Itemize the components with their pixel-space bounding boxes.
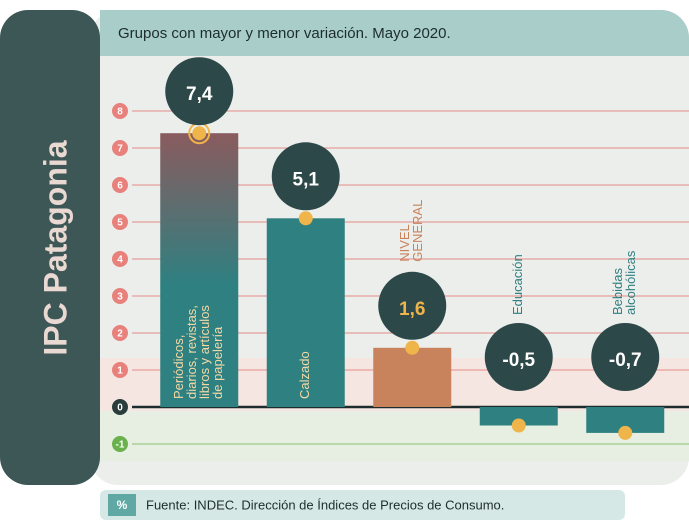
- y-tick-label: 7: [117, 144, 123, 155]
- y-tick-label: 2: [117, 329, 123, 340]
- y-tick-label: 5: [117, 218, 123, 229]
- value-badge: [165, 57, 234, 126]
- y-tick-label: 0: [117, 403, 123, 414]
- plot: -1 0 1 2 3 4 5 6 7 8 7,4 Periódicos,diarios, revist…: [112, 57, 689, 452]
- category-line: GENERAL: [410, 200, 425, 262]
- y-tick-dot: [112, 436, 128, 452]
- value-dot: [618, 425, 633, 440]
- value-dot: [405, 340, 420, 355]
- y-tick-dot: [112, 399, 128, 415]
- value-badge: [271, 142, 340, 211]
- y-tick-dot: [112, 214, 128, 230]
- category-line: Bebidas: [610, 268, 625, 315]
- value-label: -0,5: [502, 350, 535, 371]
- category-line: de papelería: [210, 326, 225, 399]
- category-line: NIVEL: [397, 224, 412, 262]
- y-tick-dot: [112, 140, 128, 156]
- header-band: [100, 9, 689, 56]
- bar: [373, 347, 452, 407]
- category-label: Periódicos,diarios, revistas,libros y ar…: [171, 305, 225, 399]
- value-dot: [511, 418, 526, 433]
- y-tick-dot: [112, 325, 128, 341]
- value-badge: [484, 323, 553, 391]
- bar: [266, 218, 345, 407]
- category-line: Educación: [510, 254, 525, 315]
- category-label: Bebidasalcohólicas: [610, 250, 638, 315]
- category-label: NIVELGENERAL: [397, 200, 425, 262]
- y-tick-label: 1: [117, 366, 123, 377]
- value-label: -0,7: [609, 350, 642, 371]
- value-badge: [378, 271, 447, 340]
- value-badge: [591, 323, 660, 391]
- category-label: Calzado: [297, 351, 312, 399]
- side-title: IPC Patagonia: [37, 140, 73, 355]
- category-label: Educación: [510, 254, 525, 315]
- y-tick-label: -1: [116, 440, 125, 451]
- y-tick-dot: [112, 177, 128, 193]
- chart-title: Grupos con mayor y menor variación. Mayo…: [118, 25, 451, 42]
- category-line: libros y artículos: [197, 305, 212, 399]
- category-line: alcohólicas: [623, 250, 638, 315]
- y-tick-label: 3: [117, 292, 123, 303]
- y-tick-dot: [112, 362, 128, 378]
- value-label: 7,4: [186, 84, 213, 105]
- bar: [479, 407, 558, 426]
- footer-source: Fuente: INDEC. Dirección de Índices de P…: [146, 497, 504, 512]
- y-tick-label: 6: [117, 181, 123, 192]
- y-tick-dot: [112, 288, 128, 304]
- category-line: Periódicos,: [171, 335, 186, 399]
- side-panel: [0, 10, 100, 485]
- footer-band: [100, 490, 625, 520]
- value-dot: [192, 126, 207, 141]
- y-tick-label: 8: [117, 107, 123, 118]
- bar: [160, 133, 239, 407]
- y-tick-label: 4: [117, 255, 123, 266]
- category-line: diarios, revistas,: [184, 305, 199, 399]
- y-tick-dot: [112, 103, 128, 119]
- footer-badge: [108, 494, 136, 516]
- value-label: 5,1: [293, 169, 320, 190]
- category-line: Calzado: [297, 351, 312, 399]
- value-label: 1,6: [399, 299, 425, 320]
- value-dot: [298, 211, 313, 226]
- footer-badge-text: %: [117, 498, 128, 512]
- y-tick-dot: [112, 251, 128, 267]
